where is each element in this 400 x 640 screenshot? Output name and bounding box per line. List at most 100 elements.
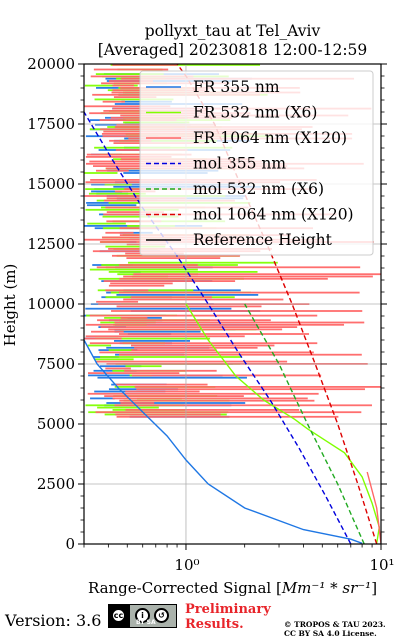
series-line-2 (366, 471, 381, 544)
version-label: Version: 3.6 (5, 611, 102, 630)
noise-segment (119, 399, 315, 402)
noise-segment (97, 406, 159, 409)
noise-segment (100, 356, 242, 358)
y-axis-label: Height (m) (1, 263, 19, 347)
noise-segment (99, 351, 314, 354)
noise-segment (105, 367, 131, 370)
noise-segment (112, 64, 178, 66)
noise-segment (88, 372, 180, 374)
noise-segment (84, 84, 138, 87)
noise-segment (108, 349, 135, 351)
noise-segment (108, 284, 165, 287)
noise-segment (113, 96, 157, 98)
noise-segment (89, 314, 318, 317)
noise-segment (106, 211, 164, 213)
x-tick-label: 10⁰ (174, 556, 199, 574)
noise-segment (112, 84, 134, 87)
legend-label: mol 1064 nm (X120) (193, 206, 354, 224)
noise-segment (106, 220, 162, 223)
noise-segment (114, 190, 156, 193)
noise-segment (85, 323, 345, 326)
sa-icon: ↺ (154, 608, 169, 623)
noise-segment (105, 231, 134, 234)
chart-title: pollyxt_tau at Tel_Aviv (144, 22, 321, 40)
noise-segment (91, 190, 123, 193)
y-tick-label: 10000 (27, 295, 75, 313)
y-tick-label: 0 (65, 535, 75, 553)
noise-segment (130, 344, 275, 347)
noise-segment (100, 326, 298, 328)
y-tick-label: 5000 (37, 415, 75, 433)
noise-segment (128, 261, 278, 264)
noise-segment (95, 169, 129, 172)
noise-segment (120, 317, 148, 319)
legend-label: mol 532 nm (X6) (193, 180, 324, 198)
noise-segment (134, 346, 258, 349)
series-line-3 (84, 111, 352, 544)
noise-segment (116, 305, 262, 308)
noise-segment (87, 392, 319, 395)
legend: FR 355 nm FR 532 nm (X6) FR 1064 nm (X120)… (139, 70, 374, 256)
noise-segment (94, 98, 174, 101)
noise-segment (85, 335, 245, 338)
noise-segment (114, 330, 201, 333)
noise-segment (125, 365, 162, 368)
noise-segment (124, 369, 217, 372)
noise-segment (97, 319, 271, 322)
noise-segment (96, 266, 361, 269)
cc-icon: cc (111, 608, 126, 623)
noise-segment (125, 409, 300, 411)
noise-segment (84, 172, 118, 174)
series-line-0 (84, 339, 363, 544)
noise-segment (85, 307, 232, 310)
noise-segment (115, 413, 221, 416)
noise-segment (93, 68, 169, 71)
noise-segment (111, 254, 241, 257)
y-tick-label: 15000 (27, 175, 75, 193)
y-tick-label: 12500 (27, 235, 75, 253)
noise-segment (94, 358, 134, 361)
cc-license-badge: cc i ↺ BY SA (108, 604, 177, 628)
noise-segment (88, 192, 146, 195)
noise-segment (104, 395, 244, 397)
noise-segment (84, 105, 171, 108)
cc-badge-text: BY SA (136, 619, 156, 626)
noise-segment (91, 330, 124, 333)
noise-segment (105, 289, 149, 292)
noise-segment (134, 386, 381, 388)
by-icon: i (135, 608, 150, 623)
legend-label: FR 1064 nm (X120) (193, 129, 347, 147)
series-line-1 (185, 303, 381, 544)
noise-segment (105, 245, 166, 248)
noise-segment (85, 208, 179, 211)
noise-segment (87, 344, 112, 347)
noise-segment (114, 383, 208, 386)
noise-segment (90, 397, 115, 400)
series-line-4 (244, 303, 365, 544)
noise-segment (84, 195, 140, 197)
noise-segment (109, 139, 152, 142)
noise-segment (131, 349, 217, 351)
noise-segment (133, 273, 381, 276)
noise-segment (110, 64, 261, 66)
noise-segment (125, 390, 200, 393)
noise-segment (96, 300, 139, 303)
noise-segment (99, 119, 177, 121)
noise-segment (110, 282, 173, 285)
noise-segment (94, 337, 211, 340)
noise-segment (114, 340, 191, 342)
legend-label: FR 532 nm (X6) (193, 104, 317, 122)
noise-segment (95, 73, 164, 75)
noise-segment (89, 268, 198, 271)
series-lines (84, 64, 381, 544)
noise-segment (123, 275, 373, 278)
copyright-notice: © TROPOS & TAU 2023. CC BY SA 4.0 Licens… (284, 620, 386, 638)
copyright-line2: CC BY SA 4.0 License. (284, 629, 377, 638)
legend-label: mol 355 nm (193, 155, 286, 173)
noise-segment (120, 402, 155, 404)
noise-segment (116, 415, 339, 418)
preliminary-line2: Results. (185, 617, 244, 632)
noise-segment (119, 231, 153, 234)
copyright-line1: © TROPOS & TAU 2023. (284, 620, 386, 629)
